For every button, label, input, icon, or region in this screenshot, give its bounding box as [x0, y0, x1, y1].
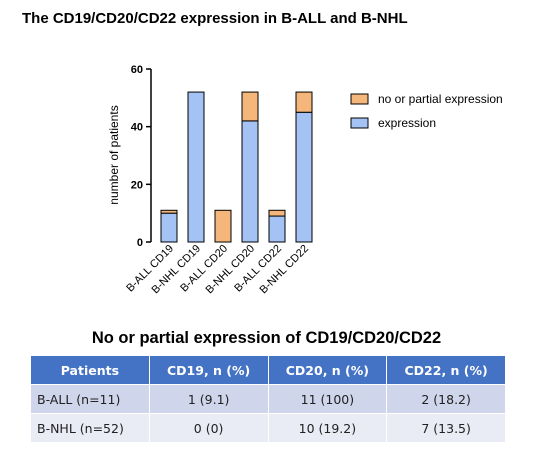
legend-label: no or partial expression: [378, 92, 503, 106]
bar-segment-expression: [295, 111, 313, 243]
legend-swatch: [350, 117, 369, 129]
header-cd19: CD19, n (%): [148, 355, 269, 385]
bar-segment-expression: [160, 212, 178, 243]
bar-segment-partial: [241, 91, 259, 122]
y-tick-label: 40: [131, 122, 143, 134]
legend-label: expression: [378, 116, 436, 130]
expression-table: Patients CD19, n (%) CD20, n (%) CD22, n…: [30, 355, 506, 443]
bar-segment-partial: [295, 91, 313, 113]
table-cell-cd19: 1 (9.1): [148, 384, 269, 414]
header-cd22: CD22, n (%): [386, 355, 506, 385]
y-tick-label: 0: [137, 237, 143, 249]
y-tick-label: 60: [131, 64, 143, 76]
y-tick-label: 20: [131, 179, 143, 191]
bar-segment-partial: [160, 209, 178, 214]
bar-segment-expression: [187, 91, 205, 243]
table-row: B-NHL (n=52) 0 (0) 10 (19.2) 7 (13.5): [30, 413, 506, 443]
table-cell-cd22: 2 (18.2): [386, 384, 506, 414]
table-cell-patients: B-ALL (n=11): [30, 384, 150, 414]
table-cell-cd20: 11 (100): [267, 384, 388, 414]
table-row: B-ALL (n=11) 1 (9.1) 11 (100) 2 (18.2): [30, 384, 506, 414]
table-cell-cd20: 10 (19.2): [267, 413, 388, 443]
table-cell-cd22: 7 (13.5): [386, 413, 506, 443]
table-title: No or partial expression of CD19/CD20/CD…: [91, 329, 442, 347]
table-cell-patients: B-NHL (n=52): [30, 413, 150, 443]
chart-title: The CD19/CD20/CD22 expression in B-ALL a…: [22, 10, 408, 27]
legend-swatch: [350, 93, 369, 105]
header-cd20: CD20, n (%): [267, 355, 388, 385]
bar-segment-expression: [241, 120, 259, 243]
bar-segment-expression: [268, 215, 286, 243]
header-patients: Patients: [30, 355, 150, 385]
table-cell-cd19: 0 (0): [148, 413, 269, 443]
table-header-row: Patients CD19, n (%) CD20, n (%) CD22, n…: [30, 355, 506, 385]
bar-segment-partial: [268, 209, 286, 217]
y-axis-label: number of patients: [107, 105, 121, 204]
bar-segment-partial: [214, 209, 232, 243]
